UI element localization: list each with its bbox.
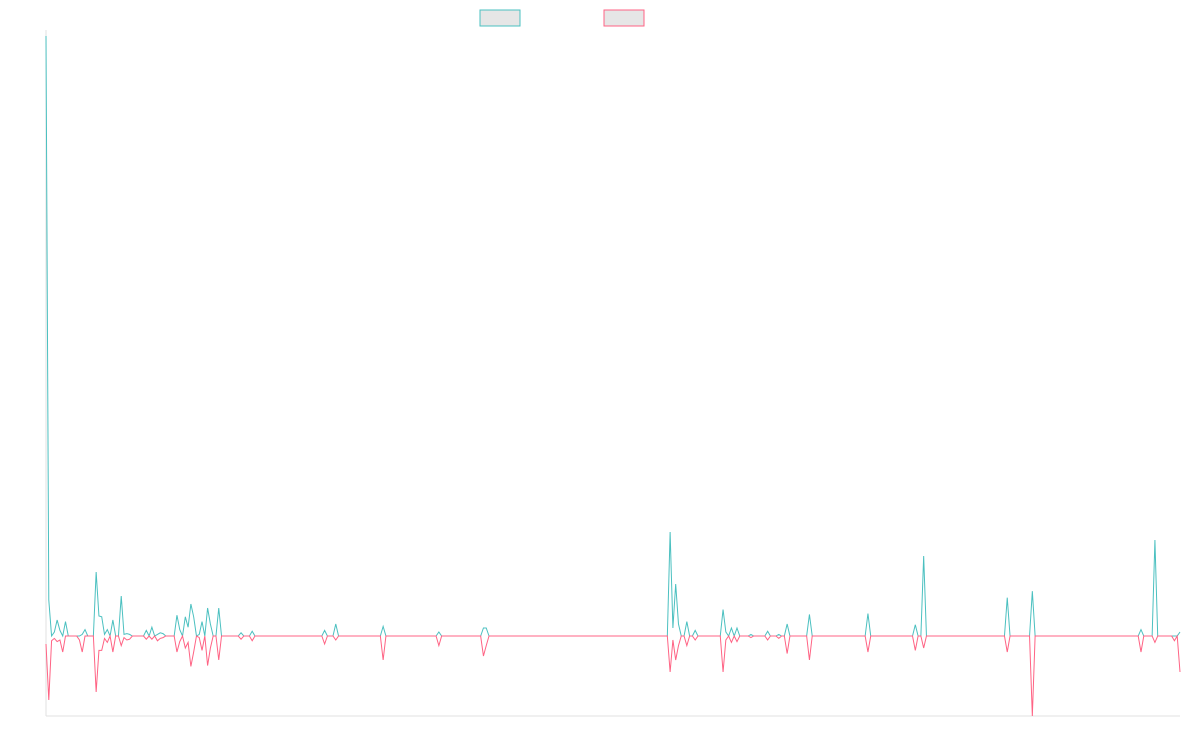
series-2 xyxy=(45,634,1181,717)
legend-swatch-series-1[interactable] xyxy=(479,9,521,27)
legend[interactable] xyxy=(479,9,645,27)
axes xyxy=(45,30,1180,717)
series-2-line xyxy=(45,634,1181,717)
series-1-line xyxy=(45,35,1181,638)
legend-swatch-series-2[interactable] xyxy=(603,9,645,27)
series-1 xyxy=(45,35,1181,638)
series-layer xyxy=(45,35,1181,717)
